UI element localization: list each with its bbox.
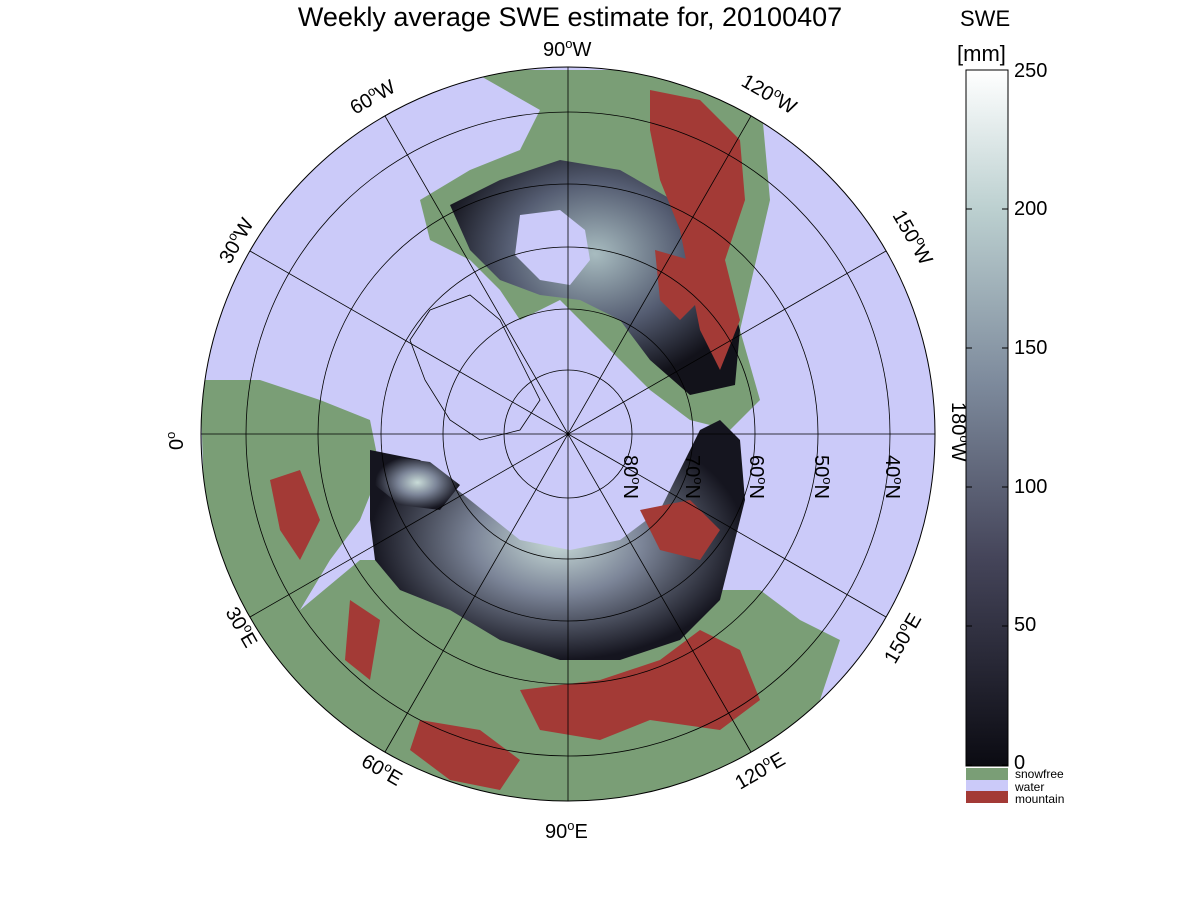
legend-swatch-mountain <box>966 791 1008 803</box>
lon-label-90w: 90oW <box>543 36 591 61</box>
colorbar-tick-100: 100 <box>1014 476 1048 498</box>
legend-label-mountain: mountain <box>1015 792 1065 806</box>
greenland <box>409 294 541 441</box>
meridian-grid <box>201 67 935 801</box>
legend-swatch-snowfree <box>966 768 1008 780</box>
eurasia-snow <box>370 420 745 660</box>
legend-swatch-water <box>966 780 1008 791</box>
legend-label-water: water <box>1015 780 1045 794</box>
lat-label-50n: 50oN <box>810 455 835 499</box>
rocky-mountains <box>650 90 745 370</box>
colorbar-tick-0: 0 <box>1014 752 1026 774</box>
colorbar-label-unit: [mm] <box>957 41 1006 66</box>
lat-label-40n: 40oN <box>881 455 906 499</box>
lon-label-90e: 90oE <box>545 818 588 843</box>
colorbar-tick-200: 200 <box>1014 198 1048 220</box>
map-title: Weekly average SWE estimate for, 2010040… <box>297 2 843 32</box>
colorbar-tick-150: 150 <box>1014 337 1048 359</box>
lon-label-150w: 150oW <box>888 205 939 269</box>
lon-label-0: 0o <box>163 432 188 450</box>
lat-label-60n: 60oN <box>745 455 770 499</box>
colorbar <box>965 69 1009 767</box>
lat-label-70n: 70oN <box>681 455 706 499</box>
lon-label-180w: 180oW <box>947 402 972 462</box>
legend-label-snowfree: snowfree <box>1015 767 1064 781</box>
central-asian-mountains <box>520 630 760 740</box>
colorbar-tick-250: 250 <box>1014 60 1048 82</box>
colorbar-ticks <box>966 69 1008 766</box>
colorbar-tick-50: 50 <box>1014 614 1037 636</box>
lon-label-120w: 120oW <box>738 68 802 119</box>
lat-label-80n: 80oN <box>619 455 644 499</box>
colorbar-label-swe: SWE <box>960 6 1011 31</box>
